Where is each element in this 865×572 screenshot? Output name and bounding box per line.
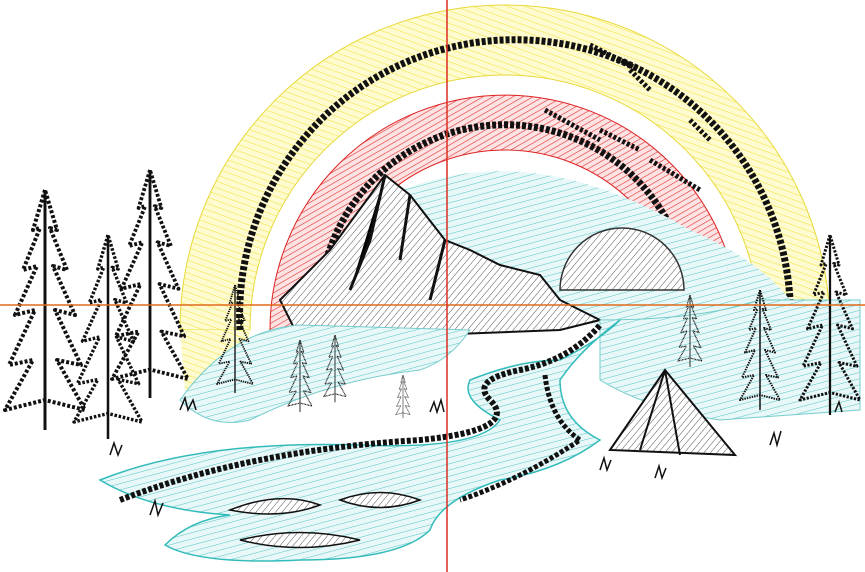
river-bank-lower bbox=[459, 374, 585, 503]
river-rocks bbox=[227, 491, 423, 549]
sun bbox=[559, 227, 685, 291]
grass-tufts bbox=[109, 395, 843, 518]
river bbox=[98, 319, 621, 562]
meadow-left bbox=[179, 324, 471, 423]
mountain-ridges bbox=[348, 174, 447, 301]
tent-poles bbox=[639, 369, 681, 456]
stitch-marks bbox=[543, 42, 712, 193]
river-bank bbox=[118, 323, 603, 503]
rainbow-outline-outer bbox=[236, 36, 794, 331]
rainbow-outline-inner bbox=[316, 121, 694, 321]
